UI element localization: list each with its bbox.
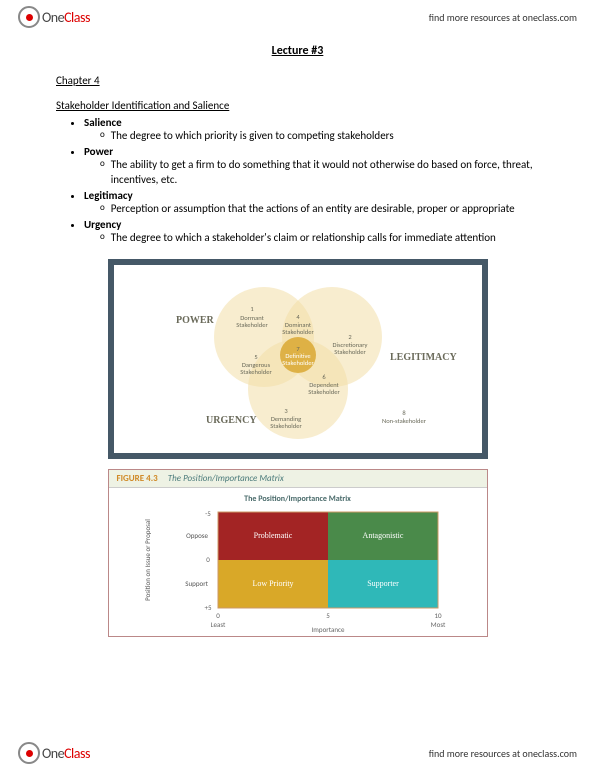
venn-region-label: Stakeholder <box>270 422 302 430</box>
quad-label: Antagonistic <box>362 531 403 540</box>
venn-region-label: Non-stakeholder <box>382 417 427 425</box>
logo: OneClass <box>18 6 90 28</box>
y-tick: -5 <box>205 509 211 518</box>
y-tick: 0 <box>206 555 210 564</box>
logo: OneClass <box>18 742 90 764</box>
page-content: Lecture #3 Chapter 4 Stakeholder Identif… <box>0 0 595 677</box>
bullet-list: Salience The degree to which priority is… <box>56 116 539 245</box>
list-item: Power The ability to get a firm to do so… <box>84 145 539 187</box>
venn-region-label: Stakeholder <box>334 348 366 356</box>
venn-diagram: POWER LEGITIMACY URGENCY 1 Dormant Stake… <box>114 265 482 453</box>
venn-region-label: Stakeholder <box>308 388 340 396</box>
x-tick-label: Least <box>210 620 225 629</box>
matrix-chart-title: The Position/Importance Matrix <box>117 494 479 504</box>
x-tick: 0 <box>216 611 220 620</box>
quad-label: Low Priority <box>252 579 293 588</box>
venn-diagram-frame: POWER LEGITIMACY URGENCY 1 Dormant Stake… <box>108 259 488 459</box>
venn-region-label: Stakeholder <box>236 321 268 329</box>
matrix-body: The Position/Importance Matrix Problemat… <box>109 488 487 636</box>
figure-number: FIGURE 4.3 <box>117 473 158 484</box>
resources-link-bottom: find more resources at oneclass.com <box>429 747 577 760</box>
chapter-heading: Chapter 4 <box>56 74 539 87</box>
y-tick: +5 <box>204 603 211 612</box>
lecture-title: Lecture #3 <box>56 44 539 58</box>
x-axis-label: Importance <box>311 625 344 634</box>
list-subitem: Perception or assumption that the action… <box>100 202 539 216</box>
quad-label: Problematic <box>253 531 292 540</box>
venn-region-num: 5 <box>254 353 257 361</box>
header-watermark: OneClass find more resources at oneclass… <box>0 0 595 34</box>
section-heading: Stakeholder Identification and Salience <box>56 99 539 112</box>
quad-label: Supporter <box>367 579 399 588</box>
list-item: Urgency The degree to which a stakeholde… <box>84 218 539 245</box>
venn-region-label: Stakeholder <box>282 328 314 336</box>
logo-text: OneClass <box>42 9 90 26</box>
venn-region-label: Stakeholder <box>240 368 272 376</box>
list-item: Salience The degree to which priority is… <box>84 116 539 143</box>
footer-watermark: OneClass find more resources at oneclass… <box>0 736 595 770</box>
matrix-header: FIGURE 4.3 The Position/Importance Matri… <box>109 470 487 488</box>
venn-region-num: 1 <box>250 305 253 313</box>
venn-label-urgency: URGENCY <box>206 415 257 426</box>
x-tick: 10 <box>434 611 442 620</box>
resources-link-top: find more resources at oneclass.com <box>429 11 577 24</box>
logo-icon <box>18 6 40 28</box>
venn-label-legitimacy: LEGITIMACY <box>390 352 457 363</box>
x-tick: 5 <box>326 611 330 620</box>
y-label: Oppose <box>186 531 208 540</box>
matrix-figure: FIGURE 4.3 The Position/Importance Matri… <box>108 469 488 637</box>
y-axis-label: Position on Issue or Proposal <box>143 519 152 601</box>
venn-region-num: 8 <box>402 409 406 417</box>
logo-text: OneClass <box>42 745 90 762</box>
venn-region-label: Stakeholder <box>282 359 314 367</box>
x-tick-label: Most <box>430 620 445 629</box>
list-subitem: The degree to which priority is given to… <box>100 129 539 143</box>
figure-title: The Position/Importance Matrix <box>168 473 284 484</box>
logo-icon <box>18 742 40 764</box>
list-subitem: The ability to get a firm to do somethin… <box>100 158 539 187</box>
list-item: Legitimacy Perception or assumption that… <box>84 189 539 216</box>
matrix-chart: Problematic Antagonistic Low Priority Su… <box>128 506 468 634</box>
list-subitem: The degree to which a stakeholder's clai… <box>100 231 539 245</box>
y-label: Support <box>185 579 208 588</box>
venn-label-power: POWER <box>176 315 215 326</box>
